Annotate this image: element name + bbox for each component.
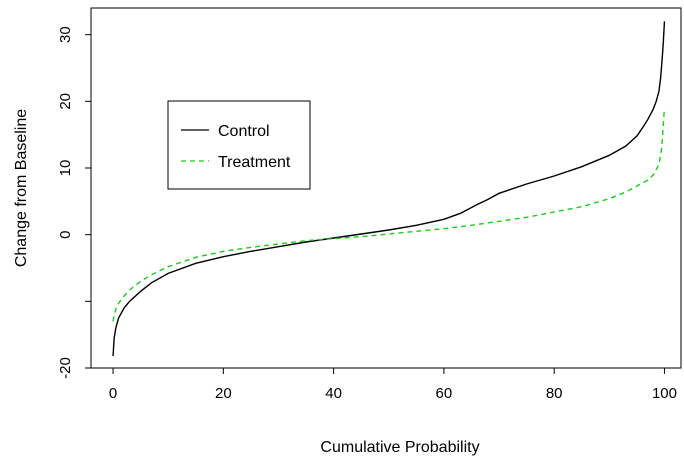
x-tick-label: 20 [215,385,232,402]
y-axis: -20 0 10 20 30 [57,26,91,379]
plot-frame [90,7,682,369]
y-tick-label: 0 [57,230,74,238]
x-tick-label: 60 [436,385,453,402]
legend-box [167,100,311,190]
x-tick-label: 80 [546,385,563,402]
legend-label-control: Control [218,123,270,140]
y-tick-label: 20 [57,93,74,110]
legend: Control Treatment [167,100,311,190]
x-axis: 0 20 40 60 80 100 [109,368,677,402]
y-axis-label: Change from Baseline [13,109,30,267]
x-tick-label: 40 [325,385,342,402]
series-layer [112,21,666,357]
y-tick-label: 10 [57,160,74,177]
x-tick-label: 0 [109,385,117,402]
legend-label-treatment: Treatment [218,154,291,171]
x-tick-label: 100 [652,385,677,402]
x-axis-label: Cumulative Probability [320,439,479,456]
y-tick-label: 30 [57,26,74,43]
y-tick-label: -20 [57,357,74,379]
series-line-treatment [112,107,666,322]
series-line-control [112,21,666,357]
